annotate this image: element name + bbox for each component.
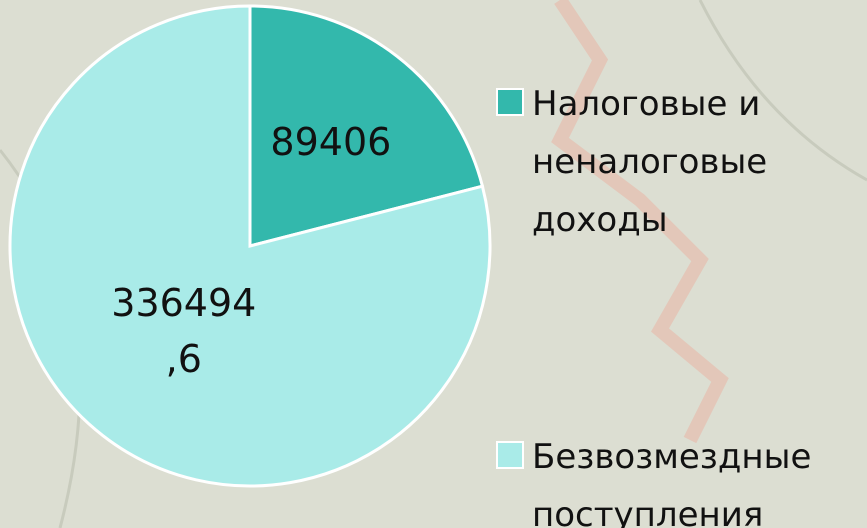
legend-label: Безвозмездные поступления (532, 437, 812, 528)
legend-swatch (496, 441, 524, 469)
pie-slice (248, 4, 485, 248)
legend-item: Налоговые и неналоговые доходы (496, 75, 782, 249)
map-decor (551, 0, 729, 444)
data-label: 89406 (270, 119, 392, 164)
legend-item: Безвозмездные поступления (496, 428, 852, 528)
data-label: 336494,6 (111, 281, 257, 382)
legend-label: Налоговые и неналоговые доходы (532, 84, 768, 240)
pie-slice (8, 4, 492, 488)
legend-swatch (496, 88, 524, 116)
